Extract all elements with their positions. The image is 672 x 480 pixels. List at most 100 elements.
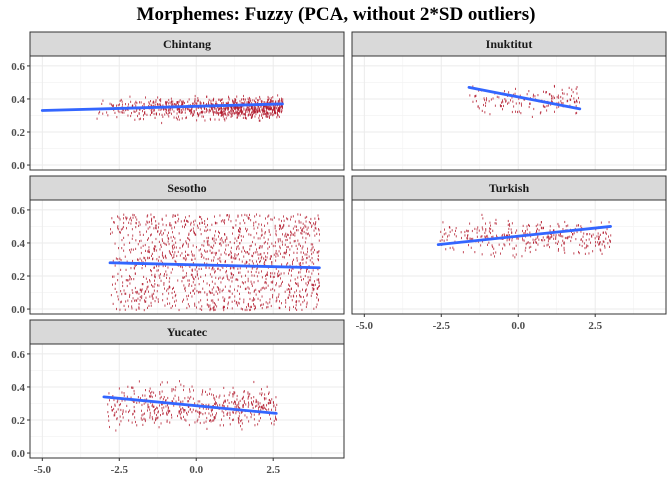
data-point <box>242 395 244 398</box>
data-point <box>145 96 146 99</box>
data-point <box>219 214 221 217</box>
data-point <box>119 308 121 311</box>
data-point <box>265 277 267 281</box>
data-point <box>274 244 276 248</box>
data-point <box>189 239 191 242</box>
data-point <box>253 400 254 403</box>
data-point <box>241 105 243 109</box>
data-point <box>567 224 569 227</box>
data-point <box>122 416 124 419</box>
data-point <box>261 295 263 298</box>
data-point <box>250 244 252 247</box>
data-point <box>221 102 222 105</box>
data-point <box>114 411 116 415</box>
data-point <box>539 223 541 227</box>
data-point <box>193 110 195 113</box>
data-point <box>250 280 252 283</box>
data-point <box>555 241 557 245</box>
data-point <box>529 231 531 234</box>
data-point <box>112 409 113 412</box>
data-point <box>161 238 163 241</box>
data-point <box>231 401 233 404</box>
data-point <box>294 225 296 228</box>
data-point <box>212 108 214 111</box>
data-point <box>530 235 532 238</box>
data-point <box>165 100 167 104</box>
data-point <box>310 243 312 246</box>
data-point <box>270 281 272 284</box>
data-point <box>270 113 272 116</box>
data-point <box>272 105 274 108</box>
data-point <box>113 221 115 224</box>
data-point <box>144 243 146 247</box>
data-point <box>210 307 212 311</box>
data-point <box>200 255 202 258</box>
data-point <box>253 304 255 307</box>
data-point <box>200 102 202 105</box>
data-point <box>239 399 241 402</box>
data-point <box>221 410 223 413</box>
data-point <box>230 256 232 259</box>
data-point <box>296 300 298 303</box>
data-point <box>273 275 275 278</box>
data-point <box>136 424 138 427</box>
data-point <box>226 275 228 279</box>
data-point <box>317 258 319 261</box>
data-point <box>521 104 522 107</box>
data-point <box>185 116 187 120</box>
data-point <box>194 233 196 236</box>
data-point <box>251 106 253 109</box>
data-point <box>196 274 198 277</box>
data-point <box>260 252 262 256</box>
data-point <box>220 260 222 263</box>
data-point <box>204 107 205 110</box>
data-point <box>224 261 226 264</box>
data-point <box>213 306 215 309</box>
data-point <box>247 391 249 394</box>
data-point <box>271 408 272 411</box>
data-point <box>316 287 318 290</box>
data-point <box>166 413 168 416</box>
data-point <box>597 232 599 235</box>
data-point <box>174 394 176 397</box>
data-point <box>155 418 157 421</box>
data-point <box>250 270 252 274</box>
data-point <box>167 288 169 291</box>
data-point <box>262 109 264 112</box>
data-point <box>160 245 162 248</box>
data-point <box>160 422 162 425</box>
data-point <box>206 416 208 420</box>
data-point <box>318 259 319 262</box>
data-point <box>186 413 188 416</box>
data-point <box>268 105 270 108</box>
data-point <box>214 234 216 237</box>
data-point <box>525 246 527 249</box>
data-point <box>481 253 483 256</box>
data-point <box>246 106 248 109</box>
data-point <box>264 232 266 235</box>
data-point <box>290 230 291 233</box>
data-point <box>186 219 187 222</box>
data-point <box>601 252 603 255</box>
data-point <box>551 97 552 100</box>
data-point <box>159 397 161 400</box>
data-point <box>580 238 582 241</box>
data-point <box>268 107 269 110</box>
data-point <box>266 115 268 118</box>
data-point <box>263 106 265 109</box>
data-point <box>223 220 225 223</box>
data-point <box>259 109 261 112</box>
data-point <box>158 259 159 262</box>
data-point <box>112 259 114 262</box>
data-point <box>249 101 251 105</box>
data-point <box>292 215 294 218</box>
data-point <box>197 418 199 421</box>
data-point <box>240 101 242 104</box>
data-point <box>264 110 266 113</box>
data-point <box>224 238 226 242</box>
data-point <box>261 394 262 397</box>
data-point <box>131 219 132 222</box>
panel-bg-sesotho <box>30 200 344 314</box>
data-point <box>164 113 166 116</box>
data-point <box>173 110 175 113</box>
